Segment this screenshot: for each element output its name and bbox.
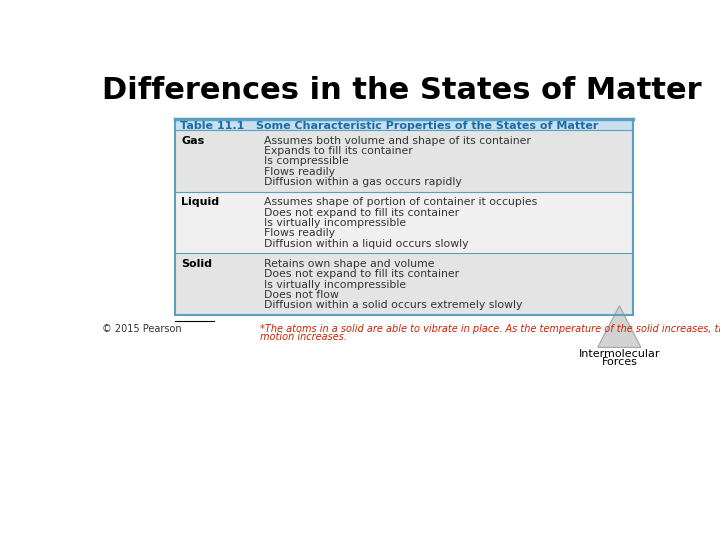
Text: Diffusion within a solid occurs extremely slowly: Diffusion within a solid occurs extremel… <box>264 300 523 310</box>
Text: Flows readily: Flows readily <box>264 167 336 177</box>
Text: Solid: Solid <box>181 259 212 269</box>
Text: Differences in the States of Matter: Differences in the States of Matter <box>102 76 701 105</box>
Text: Expands to fill its container: Expands to fill its container <box>264 146 413 156</box>
Text: Retains own shape and volume: Retains own shape and volume <box>264 259 435 269</box>
Text: Assumes both volume and shape of its container: Assumes both volume and shape of its con… <box>264 136 531 146</box>
Text: Does not expand to fill its container: Does not expand to fill its container <box>264 269 459 279</box>
Text: Assumes shape of portion of container it occupies: Assumes shape of portion of container it… <box>264 197 538 207</box>
Text: © 2015 Pearson: © 2015 Pearson <box>102 325 181 334</box>
Text: Forces: Forces <box>601 357 637 367</box>
Text: Flows readily: Flows readily <box>264 228 336 239</box>
Text: Does not flow: Does not flow <box>264 290 339 300</box>
Text: Does not expand to fill its container: Does not expand to fill its container <box>264 208 459 218</box>
Text: Intermolecular: Intermolecular <box>579 349 660 359</box>
Text: motion increases.: motion increases. <box>261 332 348 342</box>
Bar <box>175 253 632 315</box>
Text: Is virtually incompressible: Is virtually incompressible <box>264 218 407 228</box>
Text: Is compressible: Is compressible <box>264 157 349 166</box>
Bar <box>175 192 632 253</box>
Text: Is virtually incompressible: Is virtually incompressible <box>264 280 407 289</box>
Text: Diffusion within a liquid occurs slowly: Diffusion within a liquid occurs slowly <box>264 239 469 249</box>
Text: Diffusion within a gas occurs rapidly: Diffusion within a gas occurs rapidly <box>264 177 462 187</box>
Bar <box>175 119 632 130</box>
Text: *The atoms in a solid are able to vibrate in place. As the temperature of the so: *The atoms in a solid are able to vibrat… <box>261 325 720 334</box>
Text: Liquid: Liquid <box>181 197 220 207</box>
Text: Table 11.1   Some Characteristic Properties of the States of Matter: Table 11.1 Some Characteristic Propertie… <box>180 121 598 131</box>
Polygon shape <box>598 306 641 347</box>
Text: Gas: Gas <box>181 136 204 146</box>
Bar <box>175 130 632 192</box>
